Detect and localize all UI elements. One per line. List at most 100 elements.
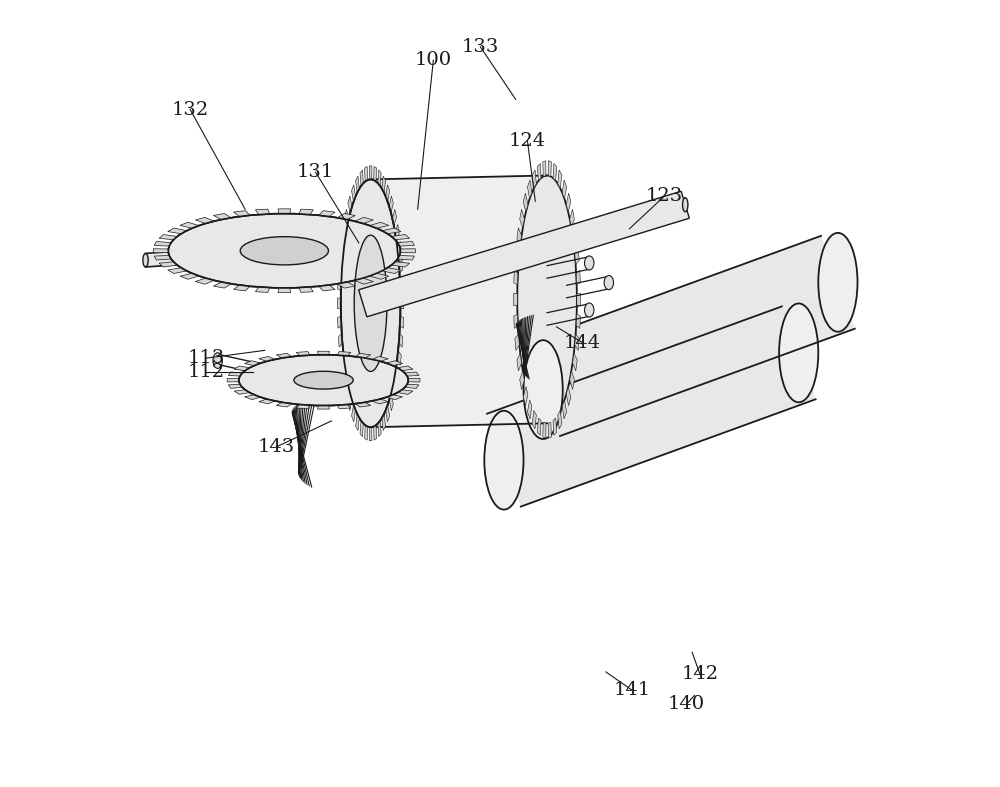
- Polygon shape: [234, 390, 250, 394]
- Polygon shape: [562, 400, 567, 419]
- Polygon shape: [159, 235, 177, 240]
- Polygon shape: [395, 224, 399, 241]
- Polygon shape: [576, 271, 580, 285]
- Polygon shape: [386, 395, 403, 400]
- Text: 124: 124: [509, 132, 546, 150]
- Polygon shape: [355, 217, 373, 224]
- Polygon shape: [386, 360, 403, 366]
- Polygon shape: [374, 167, 377, 182]
- Polygon shape: [356, 176, 359, 193]
- Polygon shape: [318, 405, 330, 409]
- Polygon shape: [400, 298, 404, 309]
- Text: 142: 142: [681, 665, 719, 683]
- Polygon shape: [296, 405, 310, 408]
- Polygon shape: [360, 170, 363, 186]
- Polygon shape: [408, 379, 420, 382]
- Polygon shape: [228, 384, 242, 388]
- Polygon shape: [558, 170, 562, 188]
- Polygon shape: [576, 314, 580, 328]
- Polygon shape: [532, 411, 536, 429]
- Polygon shape: [548, 423, 551, 438]
- Polygon shape: [168, 228, 187, 234]
- Polygon shape: [259, 357, 275, 361]
- Polygon shape: [255, 209, 270, 215]
- Polygon shape: [337, 352, 351, 356]
- Polygon shape: [338, 260, 342, 273]
- Polygon shape: [372, 357, 388, 361]
- Polygon shape: [345, 209, 349, 226]
- Polygon shape: [213, 213, 231, 220]
- Text: 140: 140: [668, 695, 705, 713]
- Polygon shape: [386, 405, 390, 422]
- Polygon shape: [348, 196, 352, 213]
- Polygon shape: [386, 185, 390, 201]
- Polygon shape: [517, 228, 522, 246]
- Polygon shape: [319, 285, 335, 291]
- Ellipse shape: [240, 237, 328, 265]
- Polygon shape: [395, 366, 399, 382]
- Polygon shape: [372, 399, 388, 404]
- Polygon shape: [548, 161, 551, 176]
- Polygon shape: [577, 293, 581, 305]
- Polygon shape: [228, 372, 242, 376]
- Polygon shape: [558, 411, 562, 429]
- Polygon shape: [154, 256, 171, 260]
- Polygon shape: [405, 384, 419, 388]
- Ellipse shape: [484, 411, 524, 509]
- Polygon shape: [532, 170, 536, 188]
- Ellipse shape: [524, 340, 563, 439]
- Polygon shape: [391, 235, 410, 240]
- Polygon shape: [146, 244, 284, 267]
- Polygon shape: [352, 185, 355, 201]
- Polygon shape: [365, 167, 368, 182]
- Polygon shape: [276, 402, 292, 407]
- Polygon shape: [487, 306, 816, 507]
- Polygon shape: [399, 260, 403, 273]
- Ellipse shape: [213, 353, 222, 368]
- Polygon shape: [397, 390, 413, 394]
- Polygon shape: [382, 176, 386, 193]
- Text: 141: 141: [613, 681, 650, 699]
- Polygon shape: [378, 421, 381, 437]
- Polygon shape: [359, 191, 689, 317]
- Polygon shape: [255, 287, 270, 293]
- Text: 144: 144: [564, 334, 601, 352]
- Polygon shape: [527, 400, 532, 419]
- Polygon shape: [348, 394, 352, 411]
- Polygon shape: [299, 287, 313, 293]
- Polygon shape: [345, 381, 349, 397]
- Polygon shape: [337, 282, 355, 288]
- Polygon shape: [318, 351, 330, 355]
- Polygon shape: [278, 288, 291, 293]
- Polygon shape: [526, 236, 855, 436]
- Polygon shape: [365, 425, 368, 440]
- Ellipse shape: [604, 275, 614, 290]
- Polygon shape: [278, 209, 291, 214]
- Polygon shape: [234, 366, 250, 371]
- Polygon shape: [382, 228, 401, 234]
- Polygon shape: [299, 209, 313, 215]
- Ellipse shape: [168, 213, 400, 288]
- Polygon shape: [389, 196, 393, 213]
- Polygon shape: [338, 334, 342, 347]
- Polygon shape: [338, 279, 341, 290]
- Polygon shape: [398, 256, 414, 260]
- Polygon shape: [514, 293, 517, 305]
- Polygon shape: [392, 381, 397, 397]
- Polygon shape: [515, 249, 519, 264]
- Polygon shape: [340, 350, 344, 365]
- Polygon shape: [369, 166, 372, 179]
- Polygon shape: [405, 372, 419, 376]
- Polygon shape: [397, 366, 413, 371]
- Polygon shape: [374, 425, 377, 440]
- Polygon shape: [400, 279, 404, 290]
- Ellipse shape: [585, 256, 594, 270]
- Ellipse shape: [294, 371, 353, 389]
- Polygon shape: [337, 213, 355, 220]
- Polygon shape: [573, 228, 577, 246]
- Text: 143: 143: [258, 438, 295, 456]
- Polygon shape: [392, 209, 397, 226]
- Polygon shape: [399, 334, 403, 347]
- Polygon shape: [342, 366, 346, 382]
- Polygon shape: [575, 249, 579, 264]
